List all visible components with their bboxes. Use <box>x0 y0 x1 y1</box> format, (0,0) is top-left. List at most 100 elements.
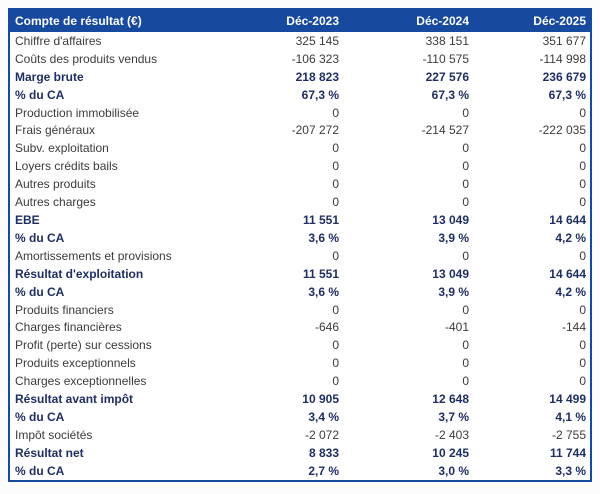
table-row: Charges financières -646 -401 -144 <box>10 319 590 337</box>
table-row: Frais généraux -207 272 -214 527 -222 035 <box>10 122 590 140</box>
row-label: Autres produits <box>15 177 96 192</box>
cell-value: -110 575 <box>422 51 469 66</box>
table-row: % du CA 2,7 % 3,0 % 3,3 % <box>10 462 590 480</box>
table-row: % du CA 3,4 % 3,7 % 4,1 % <box>10 408 590 426</box>
row-label: Résultat net <box>15 445 84 460</box>
cell-value: 0 <box>332 302 339 317</box>
cell-value: 351 677 <box>542 33 586 48</box>
income-statement-grid: Compte de résultat (€) Déc-2023 Déc-2024… <box>10 10 590 480</box>
table-row: Chiffre d'affaires 325 145 338 151 351 677 <box>10 32 590 50</box>
cell-value: -401 <box>444 320 469 335</box>
cell-value: 227 576 <box>425 69 469 84</box>
cell-value: 14 499 <box>549 392 586 407</box>
row-label: Impôt sociétés <box>15 427 93 442</box>
cell-value: 3,0 % <box>438 463 469 478</box>
cell-value: 0 <box>579 105 586 120</box>
cell-value: 0 <box>579 302 586 317</box>
row-label: % du CA <box>15 87 65 102</box>
cell-value: -144 <box>561 320 586 335</box>
income-statement-table: Compte de résultat (€) Déc-2023 Déc-2024… <box>8 8 592 482</box>
cell-value: 8 833 <box>308 445 339 460</box>
table-row: Amortissements et provisions 0 0 0 <box>10 247 590 265</box>
row-label: Résultat avant impôt <box>15 392 134 407</box>
cell-value: 11 551 <box>302 266 339 281</box>
row-label: Subv. exploitation <box>15 141 109 156</box>
table-row: Autres produits 0 0 0 <box>10 175 590 193</box>
cell-value: 0 <box>462 105 469 120</box>
cell-value: 14 644 <box>549 213 586 228</box>
cell-value: 338 151 <box>425 33 469 48</box>
column-header-dec-2024: Déc-2024 <box>343 10 473 32</box>
cell-value: 0 <box>462 374 469 389</box>
cell-value: -2 755 <box>551 427 586 442</box>
cell-value: -214 527 <box>421 123 469 138</box>
cell-value: 67,3 % <box>301 87 339 102</box>
cell-value: 0 <box>332 356 339 371</box>
row-label: Loyers crédits bails <box>15 159 118 174</box>
cell-value: 0 <box>332 141 339 156</box>
table-row: Autres charges 0 0 0 <box>10 193 590 211</box>
row-label: Produits financiers <box>15 302 114 317</box>
table-row: Subv. exploitation 0 0 0 <box>10 139 590 157</box>
cell-value: 10 905 <box>302 392 339 407</box>
row-label: Coûts des produits vendus <box>15 51 158 66</box>
table-row: Charges exceptionnelles 0 0 0 <box>10 372 590 390</box>
table-row: Résultat d'exploitation 11 551 13 049 14 64… <box>10 265 590 283</box>
cell-value: 0 <box>579 248 586 263</box>
cell-value: 0 <box>462 338 469 353</box>
cell-value: 11 744 <box>549 445 586 460</box>
cell-value: 3,9 % <box>438 230 469 245</box>
cell-value: 4,1 % <box>555 409 586 424</box>
cell-value: 3,9 % <box>438 284 469 299</box>
table-row: Profit (perte) sur cessions 0 0 0 <box>10 336 590 354</box>
header-row: Compte de résultat (€) Déc-2023 Déc-2024… <box>10 10 590 32</box>
row-label: % du CA <box>15 409 65 424</box>
cell-value: 3,6 % <box>308 284 339 299</box>
row-label: Chiffre d'affaires <box>15 33 102 48</box>
table-body: Chiffre d'affaires 325 145 338 151 351 677 C… <box>10 32 590 480</box>
column-header-dec-2025: Déc-2025 <box>473 10 590 32</box>
row-label: % du CA <box>15 463 65 478</box>
cell-value: -222 035 <box>538 123 586 138</box>
cell-value: 11 551 <box>302 213 339 228</box>
table-row: Marge brute 218 823 227 576 236 679 <box>10 68 590 86</box>
cell-value: 0 <box>332 195 339 210</box>
cell-value: 3,6 % <box>308 230 339 245</box>
table-row: EBE 11 551 13 049 14 644 <box>10 211 590 229</box>
cell-value: -646 <box>314 320 339 335</box>
cell-value: -114 998 <box>539 51 586 66</box>
cell-value: 0 <box>332 159 339 174</box>
cell-value: 4,2 % <box>555 284 586 299</box>
cell-value: 0 <box>579 195 586 210</box>
cell-value: 67,3 % <box>431 87 469 102</box>
cell-value: 0 <box>462 195 469 210</box>
cell-value: 0 <box>462 141 469 156</box>
cell-value: 0 <box>462 248 469 263</box>
cell-value: 236 679 <box>542 69 586 84</box>
cell-value: -2 403 <box>434 427 469 442</box>
table-row: % du CA 3,6 % 3,9 % 4,2 % <box>10 283 590 301</box>
table-row: Loyers crédits bails 0 0 0 <box>10 157 590 175</box>
row-label: Charges financières <box>15 320 122 335</box>
cell-value: 218 823 <box>295 69 339 84</box>
row-label: Résultat d'exploitation <box>15 266 144 281</box>
row-label: Profit (perte) sur cessions <box>15 338 152 353</box>
cell-value: 0 <box>332 248 339 263</box>
table-row: Résultat avant impôt 10 905 12 648 14 499 <box>10 390 590 408</box>
cell-value: -2 072 <box>304 427 339 442</box>
table-row: Produits exceptionnels 0 0 0 <box>10 354 590 372</box>
cell-value: 0 <box>332 338 339 353</box>
cell-value: 3,4 % <box>308 409 339 424</box>
table-row: % du CA 67,3 % 67,3 % 67,3 % <box>10 86 590 104</box>
cell-value: 12 648 <box>432 392 469 407</box>
table-row: % du CA 3,6 % 3,9 % 4,2 % <box>10 229 590 247</box>
table-row: Impôt sociétés -2 072 -2 403 -2 755 <box>10 426 590 444</box>
cell-value: 10 245 <box>432 445 469 460</box>
row-label: Charges exceptionnelles <box>15 374 147 389</box>
cell-value: 0 <box>579 177 586 192</box>
cell-value: 3,7 % <box>438 409 469 424</box>
cell-value: 2,7 % <box>308 463 339 478</box>
cell-value: 0 <box>462 302 469 317</box>
cell-value: 13 049 <box>432 213 469 228</box>
cell-value: 0 <box>332 105 339 120</box>
